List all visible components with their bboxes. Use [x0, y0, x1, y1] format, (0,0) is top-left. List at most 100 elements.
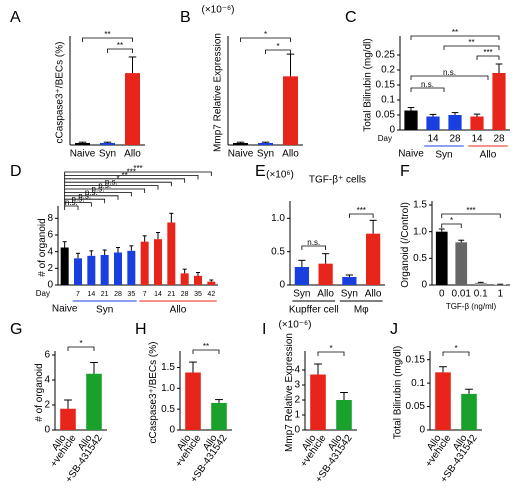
- bar: [310, 374, 326, 430]
- y-axis-label: Mmp7 Relative Expression: [213, 33, 224, 152]
- y-tick-label: 0.2: [381, 65, 395, 76]
- y-tick-label: 1.5: [161, 362, 175, 373]
- bar: [426, 116, 440, 130]
- significance-bracket: [443, 45, 500, 50]
- significance-label: *: [264, 30, 267, 39]
- bar: [194, 275, 202, 285]
- panel-letter: D: [10, 163, 22, 180]
- y-axis-label: # of organoid: [37, 218, 48, 276]
- bar: [60, 408, 76, 430]
- x-tick-label: 42: [207, 291, 215, 298]
- axis-unit: (×10⁻⁶): [201, 5, 234, 16]
- significance-bracket: [64, 185, 159, 190]
- bar: [283, 76, 298, 145]
- y-tick-label: 0: [389, 125, 395, 136]
- x-tick-label: 0.01: [452, 289, 472, 300]
- bar: [100, 142, 115, 145]
- panel-letter: A: [10, 9, 21, 26]
- significance-label: *: [450, 216, 453, 225]
- axis-unit: (×10⁶): [266, 170, 294, 181]
- y-tick-label: 0.15: [406, 354, 426, 365]
- x-tick-label: Allo: [124, 149, 141, 160]
- y-tick-label: 1: [294, 410, 300, 421]
- significance-bracket: [64, 175, 199, 180]
- x-tick-label: Syn: [99, 149, 116, 160]
- panel-letter: B: [180, 9, 191, 26]
- x-tick-label: Allo: [317, 289, 334, 300]
- x-tick-label: 1: [497, 289, 503, 300]
- y-tick-label: 0: [44, 425, 50, 436]
- bar: [140, 241, 149, 285]
- bar: [492, 73, 506, 130]
- axis-unit: (×10⁻⁶): [278, 320, 311, 331]
- bar: [207, 281, 216, 285]
- bar: [455, 242, 468, 285]
- x-tick-label: Syn: [341, 289, 358, 300]
- x-tick-label: Syn: [293, 289, 310, 300]
- significance-label: ***: [133, 164, 142, 173]
- group-label: Mφ: [354, 305, 369, 316]
- panel-letter: J: [390, 321, 398, 338]
- bar: [404, 110, 418, 130]
- significance-bracket: [410, 35, 500, 40]
- significance-bracket: [64, 195, 119, 200]
- bar: [114, 252, 122, 285]
- y-tick-label: 1.5: [413, 200, 427, 211]
- significance-label: *: [276, 42, 279, 51]
- bar: [87, 255, 96, 285]
- significance-bracket: [64, 178, 186, 183]
- x-tick-label: Naive: [398, 149, 424, 160]
- bar: [185, 372, 201, 430]
- y-tick-label: 0.5: [413, 253, 427, 264]
- significance-bracket: [82, 37, 133, 42]
- y-axis-label: cCaspase3⁺/BECs (%): [148, 342, 159, 444]
- significance-bracket: [410, 75, 489, 80]
- significance-bracket: [442, 351, 470, 356]
- significance-label: *: [79, 339, 82, 348]
- y-tick-label: 1.0: [271, 213, 285, 224]
- x-tick-label: 21: [101, 291, 109, 298]
- bar: [211, 402, 227, 430]
- bar: [86, 373, 102, 430]
- significance-bracket: [410, 87, 445, 92]
- x-prefix: Day: [378, 134, 392, 143]
- y-tick-label: 0.5: [271, 246, 285, 257]
- significance-bracket: [67, 346, 95, 351]
- significance-bracket: [265, 49, 291, 54]
- group-label: Allo: [480, 150, 497, 161]
- significance-bracket: [240, 37, 291, 42]
- significance-bracket: [476, 55, 500, 60]
- x-tick-label: Naive: [70, 149, 96, 160]
- bar: [180, 273, 189, 285]
- significance-bracket: [441, 223, 462, 228]
- significance-label: *: [329, 344, 332, 353]
- bar: [318, 263, 333, 285]
- bar: [127, 250, 136, 285]
- y-axis-label: Total Bilirubin (mg/dl): [393, 346, 404, 439]
- significance-label: **: [468, 38, 474, 47]
- panel-letter: G: [10, 321, 22, 338]
- bar: [336, 400, 352, 430]
- bar: [474, 282, 487, 285]
- significance-bracket: [301, 245, 327, 250]
- bar: [100, 255, 109, 285]
- panel-title: TGF-β⁺ cells: [309, 175, 366, 186]
- y-axis-label: Total Bilirubin (mg/dl): [363, 38, 374, 131]
- bar: [74, 258, 82, 285]
- y-tick-label: 6: [47, 230, 53, 241]
- significance-bracket: [64, 188, 146, 193]
- x-tick-label: 0: [439, 289, 445, 300]
- y-tick-label: 0.05: [376, 110, 396, 121]
- bar: [154, 239, 162, 285]
- significance-label: ***: [357, 206, 366, 215]
- x-tick-label: 28: [114, 291, 122, 298]
- x-tick-label: 35: [194, 291, 202, 298]
- bar: [233, 142, 248, 145]
- significance-bracket: [192, 349, 220, 354]
- x-tick-label: 14: [471, 134, 483, 145]
- significance-label: n.s.: [307, 238, 320, 247]
- significance-bracket: [64, 202, 92, 207]
- x-tick-label: 21: [167, 291, 175, 298]
- y-axis-label: Organoid (/Control): [400, 202, 411, 288]
